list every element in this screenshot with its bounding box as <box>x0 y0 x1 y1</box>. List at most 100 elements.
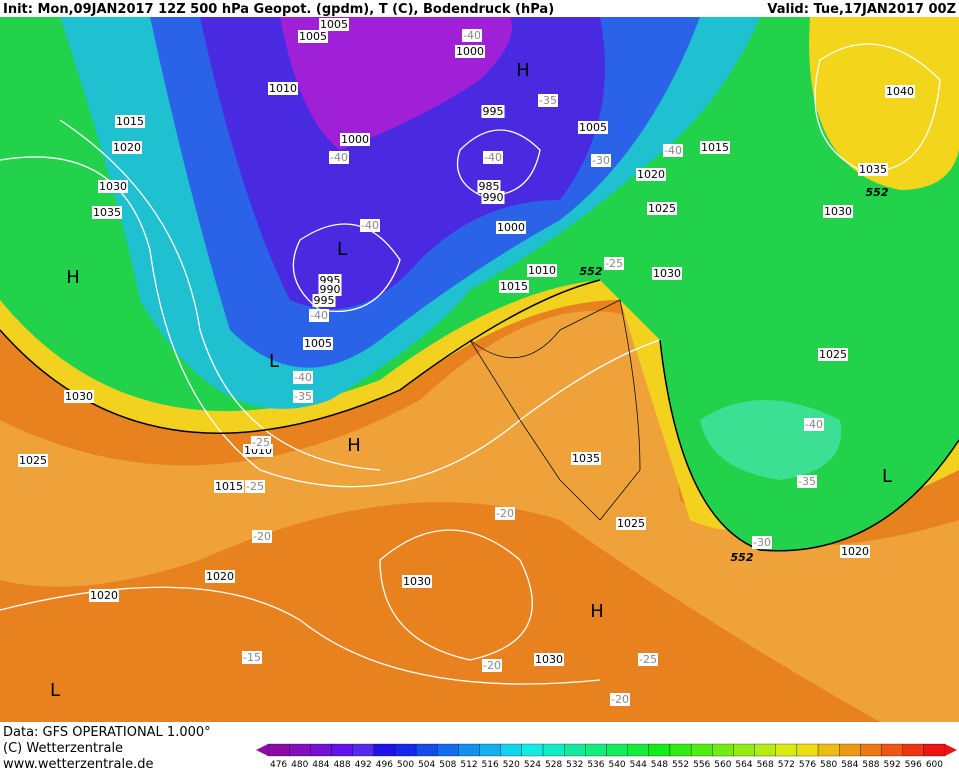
isobar-label: 1010 <box>528 264 556 277</box>
isobar-label: 990 <box>483 191 504 204</box>
temperature-label-box <box>360 219 380 232</box>
isobar-label-box <box>402 575 432 588</box>
temperature-label-box <box>252 530 272 543</box>
colorbar-swatch <box>733 743 755 757</box>
temperature-label-box <box>293 371 313 384</box>
isobar-label: 1030 <box>65 390 93 403</box>
isobar-label: 1040 <box>886 85 914 98</box>
isobar-label: 1025 <box>648 202 676 215</box>
isobar-label-box <box>499 280 529 293</box>
isobar-label-box <box>571 452 601 465</box>
temperature-label: -30 <box>753 536 771 549</box>
colorbar-label: 580 <box>820 760 837 770</box>
temperature-label: -40 <box>484 151 502 164</box>
colorbar-label: 572 <box>778 760 795 770</box>
colorbar-end <box>256 744 268 756</box>
colorbar-label: 516 <box>482 760 499 770</box>
colorbar-swatch <box>690 743 713 757</box>
colorbar-swatch <box>310 743 332 757</box>
temperature-label: -25 <box>639 653 657 666</box>
colorbar-label: 520 <box>503 760 520 770</box>
temperature-label: -35 <box>539 94 557 107</box>
temperature-label-box <box>242 651 262 664</box>
colorbar-swatch <box>606 743 628 757</box>
colorbar: 476 480 484 488 492 496 500 504 508 512 516 520 524 5… <box>256 743 957 770</box>
colorbar-label: 492 <box>355 760 372 770</box>
isobar-label: 1035 <box>93 206 121 219</box>
isobar-label-box <box>340 133 370 146</box>
isobar-label-box <box>534 653 564 666</box>
temperature-label-box <box>482 659 502 672</box>
temperature-label: -25 <box>605 257 623 270</box>
isobar-label: 1015 <box>701 141 729 154</box>
isobar-label: 1005 <box>579 121 607 134</box>
colorbar-label: 488 <box>333 760 350 770</box>
colorbar-label: 512 <box>460 760 477 770</box>
colorbar-label: 504 <box>418 760 435 770</box>
isobar-label: 1015 <box>500 280 528 293</box>
colorbar-label: 568 <box>757 760 774 770</box>
isobar-label: 1025 <box>819 348 847 361</box>
isobar-label: 995 <box>483 105 504 118</box>
temperature-label-box <box>591 154 611 167</box>
isobar-label: 1035 <box>572 452 600 465</box>
isobar-label: 1015 <box>116 115 144 128</box>
temperature-label: -40 <box>361 219 379 232</box>
isobar-label-box <box>455 45 485 58</box>
isobar-label-box <box>18 454 48 467</box>
temperature-label-box <box>752 536 772 549</box>
colorbar-label: 508 <box>439 760 456 770</box>
pressure-center: H <box>516 60 530 81</box>
isobar-label-box <box>496 221 526 234</box>
colorbar-swatch <box>817 743 840 757</box>
isobar-label: 1030 <box>403 575 431 588</box>
colorbar-swatch <box>373 743 396 757</box>
colorbar-swatch <box>902 743 924 757</box>
temperature-label-box <box>251 436 271 449</box>
isobar-label: 1000 <box>341 133 369 146</box>
colorbar-swatch <box>352 743 374 757</box>
colorbar-label: 592 <box>884 760 901 770</box>
isobar-label: 1035 <box>859 163 887 176</box>
temperature-label-box <box>804 418 824 431</box>
isobar-label-box <box>616 517 646 530</box>
temperature-label-box <box>797 475 817 488</box>
colorbar-swatch <box>542 743 565 757</box>
colorbar-swatch <box>585 743 607 757</box>
temperature-label: -20 <box>496 507 514 520</box>
colorbar-swatch <box>775 743 798 757</box>
isobar-label-box <box>647 202 677 215</box>
temperature-label: -35 <box>798 475 816 488</box>
isobar-label: 1020 <box>841 545 869 558</box>
isobar-label-box <box>115 115 145 128</box>
footer-url: www.wetterzentrale.de <box>3 757 153 770</box>
colorbar-swatch <box>458 743 480 757</box>
colorbar-label: 584 <box>841 760 858 770</box>
colorbar-swatch <box>500 743 523 757</box>
colorbar-swatch <box>881 743 903 757</box>
pressure-center: L <box>50 680 60 701</box>
colorbar-label: 544 <box>630 760 647 770</box>
colorbar-label: 588 <box>862 760 879 770</box>
isobar-label-box <box>477 180 501 193</box>
temperature-label-box <box>245 480 265 493</box>
isobar-label-box <box>818 348 848 361</box>
temperature-label-box <box>538 94 558 107</box>
isobar-label-box <box>700 141 730 154</box>
colorbar-label: 576 <box>799 760 816 770</box>
isobar-label-box <box>885 85 915 98</box>
colorbar-label: 548 <box>651 760 668 770</box>
isobar-label: 985 <box>479 180 500 193</box>
colorbar-swatch <box>648 743 671 757</box>
isobar-label: 1025 <box>19 454 47 467</box>
isobar-label: 1005 <box>304 337 332 350</box>
colorbar-label: 484 <box>312 760 329 770</box>
colorbar-label: 524 <box>524 760 541 770</box>
isobar-label-box <box>840 545 870 558</box>
header-title: Init: Mon,09JAN2017 12Z 500 hPa Geopot. … <box>3 2 554 17</box>
colorbar-label: 596 <box>905 760 922 770</box>
isobar-label: 1010 <box>269 82 297 95</box>
colorbar-swatch <box>521 743 544 757</box>
temperature-label: -40 <box>805 418 823 431</box>
